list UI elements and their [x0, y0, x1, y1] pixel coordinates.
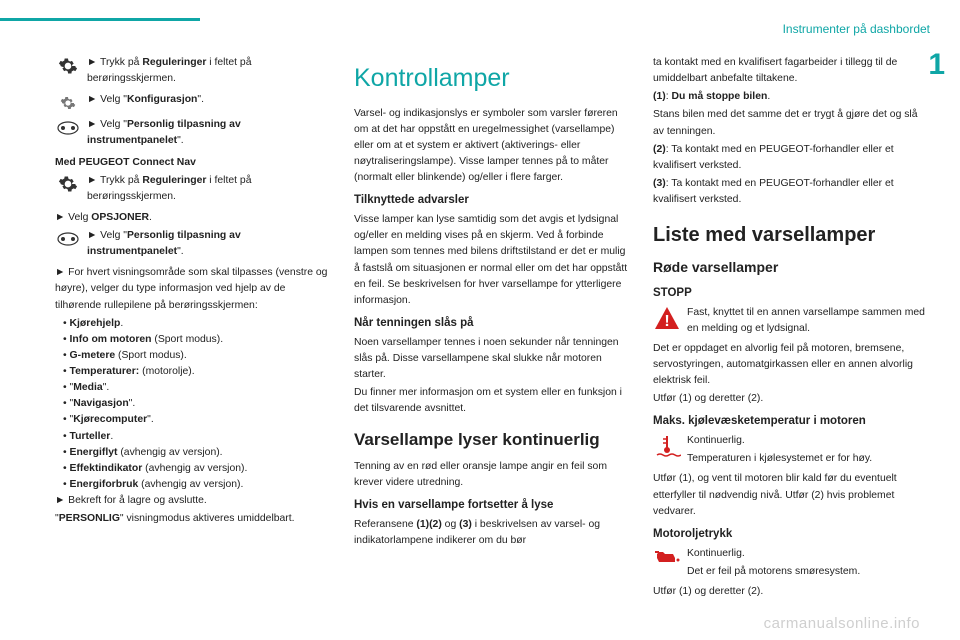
instruction-text: ► Trykk på Reguleringer i feltet på berø… [87, 173, 332, 205]
subheading: Når tenningen slås på [354, 315, 631, 333]
body-text: Noen varsellamper tennes i noen sekunder… [354, 335, 631, 383]
column-2: Kontrollamper Varsel- og indikasjonslys … [354, 55, 631, 602]
body-text: Varsel- og indikasjonslys er symboler so… [354, 106, 631, 187]
warning-label: STOPP [653, 285, 930, 303]
gear-icon [55, 173, 81, 195]
subsection-heading: Røde varsellamper [653, 257, 930, 279]
instruction-text: ► Velg OPSJONER. [55, 210, 332, 226]
subheading: Tilknyttede advarsler [354, 192, 631, 210]
dashboard-icon [55, 117, 81, 139]
list-item: Temperaturer: (motorolje). [63, 364, 332, 380]
body-text: (2): Ta kontakt med en PEUGEOT-forhandle… [653, 142, 930, 174]
section-header: Instrumenter på dashbordet [783, 22, 930, 36]
body-text: Visse lamper kan lyse samtidig som det a… [354, 212, 631, 309]
instruction-text: ► Velg "Konfigurasjon". [87, 92, 204, 108]
subheading: Hvis en varsellampe fortsetter å lyse [354, 497, 631, 515]
section-heading: Liste med varsellamper [653, 220, 930, 251]
body-text: ► Bekreft for å lagre og avslutte. [55, 493, 332, 509]
warning-label: Maks. kjølevæsketemperatur i motoren [653, 413, 930, 431]
body-text: ► For hvert visningsområde som skal tilp… [55, 265, 332, 313]
page-number: 1 [928, 48, 945, 82]
body-text: Kontinuerlig. [687, 433, 872, 449]
watermark: carmanualsonline.info [764, 615, 920, 632]
list-item: Energiflyt (avhengig av versjon). [63, 445, 332, 461]
column-3: ta kontakt med en kvalifisert fagarbeide… [653, 55, 930, 602]
body-text: Kontinuerlig. [687, 546, 860, 562]
body-text: Det er oppdaget en alvorlig feil på moto… [653, 341, 930, 389]
list-item: Effektindikator (avhengig av versjon). [63, 461, 332, 477]
body-text: "PERSONLIG" visningmodus aktiveres umidd… [55, 511, 332, 527]
body-text: Det er feil på motorens smøresystem. [687, 564, 860, 580]
body-text: (1): Du må stoppe bilen. [653, 89, 930, 105]
list-item: Turteller. [63, 429, 332, 445]
body-text: Fast, knyttet til en annen varsellampe s… [687, 305, 930, 337]
gear-icon [55, 55, 81, 77]
body-text: (3): Ta kontakt med en PEUGEOT-forhandle… [653, 176, 930, 208]
list-item: "Media". [63, 380, 332, 396]
instruction-text: ► Velg "Personlig tilpasning av instrume… [87, 228, 332, 260]
gear-small-icon [55, 92, 81, 114]
body-text: ta kontakt med en kvalifisert fagarbeide… [653, 55, 930, 87]
body-text: Tenning av en rød eller oransje lampe an… [354, 459, 631, 491]
list-item: "Navigasjon". [63, 396, 332, 412]
options-list: Kjørehjelp. Info om motoren (Sport modus… [63, 316, 332, 493]
list-item: Kjørehjelp. [63, 316, 332, 332]
body-text: Stans bilen med det samme det er trygt å… [653, 107, 930, 139]
list-item: G-metere (Sport modus). [63, 348, 332, 364]
list-item: Info om motoren (Sport modus). [63, 332, 332, 348]
section-heading: Varsellampe lyser kontinuerlig [354, 427, 631, 453]
content-area: ► Trykk på Reguleringer i feltet på berø… [55, 55, 930, 602]
top-accent-bar [0, 18, 200, 21]
temperature-warning-icon [653, 433, 683, 461]
dashboard-icon [55, 228, 81, 250]
stop-warning-icon: ! [653, 305, 683, 333]
body-text: Du finner mer informasjon om et system e… [354, 385, 631, 417]
svg-text:!: ! [664, 313, 669, 330]
subheading: Med PEUGEOT Connect Nav [55, 155, 332, 171]
warning-label: Motoroljetrykk [653, 526, 930, 544]
list-item: Energiforbruk (avhengig av versjon). [63, 477, 332, 493]
instruction-text: ► Velg "Personlig tilpasning av instrume… [87, 117, 332, 149]
body-text: Referansene (1)(2) og (3) i beskrivelsen… [354, 517, 631, 549]
column-1: ► Trykk på Reguleringer i feltet på berø… [55, 55, 332, 602]
body-text: Utfør (1) og deretter (2). [653, 391, 930, 407]
instruction-text: ► Trykk på Reguleringer i feltet på berø… [87, 55, 332, 87]
main-heading: Kontrollamper [354, 59, 631, 98]
body-text: Utfør (1), og vent til motoren blir kald… [653, 471, 930, 519]
oil-warning-icon [653, 546, 683, 574]
body-text: Utfør (1) og deretter (2). [653, 584, 930, 600]
body-text: Temperaturen i kjølesystemet er for høy. [687, 451, 872, 467]
list-item: "Kjørecomputer". [63, 412, 332, 428]
